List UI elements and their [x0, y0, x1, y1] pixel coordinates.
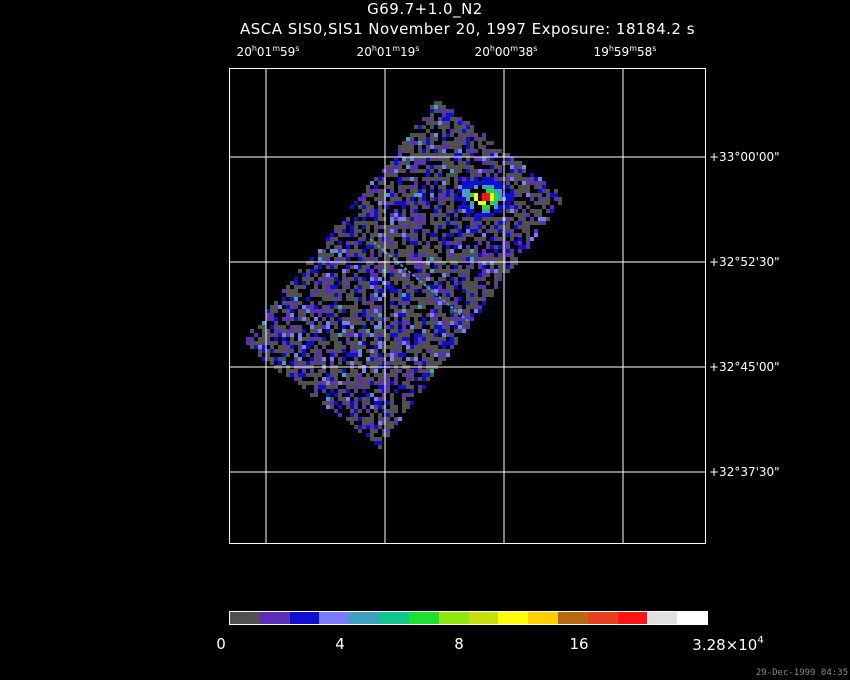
colorbar-label: 8: [454, 635, 464, 653]
image-title: G69.7+1.0_N2: [367, 0, 483, 18]
colorbar-segment: [408, 612, 439, 624]
image-pixels: [246, 101, 562, 449]
colorbar-segment: [289, 612, 320, 624]
ra-tick-label: 20h01m19s: [356, 44, 420, 59]
dec-tick-label: +32°37'30": [709, 465, 780, 479]
ra-tick-label: 20h00m38s: [474, 44, 538, 59]
colorbar-label: 16: [569, 635, 589, 653]
colorbar-segment: [349, 612, 380, 624]
colorbar-segment: [647, 612, 678, 624]
image-streak: [369, 238, 469, 322]
colorbar-segment: [677, 612, 707, 624]
colorbar-segment: [617, 612, 648, 624]
colorbar-segment: [438, 612, 469, 624]
colorbar-segment: [230, 612, 260, 624]
colorbar-segment: [319, 612, 350, 624]
colorbar-segment: [468, 612, 499, 624]
dec-tick-label: +32°45'00": [709, 360, 780, 374]
dec-tick-label: +32°52'30": [709, 255, 780, 269]
colorbar-segment: [498, 612, 529, 624]
image-frame: [229, 68, 706, 544]
colorbar-max-label: 3.28×104: [692, 635, 764, 654]
colorbar-segment: [259, 612, 290, 624]
ra-tick-label: 20h01m59s: [236, 44, 300, 59]
dec-tick-label: +33°00'00": [709, 150, 780, 164]
colorbar-label: 0: [216, 635, 226, 653]
colorbar-segment: [528, 612, 558, 624]
colorbar-label: 4: [335, 635, 345, 653]
colorbar-segment: [587, 612, 618, 624]
xray-image: [230, 69, 705, 543]
image-subtitle: ASCA SIS0,SIS1 November 20, 1997 Exposur…: [239, 20, 696, 38]
colorbar-segment: [379, 612, 409, 624]
timestamp: 29-Dec-1999 04:35: [755, 668, 848, 678]
ra-tick-label: 19h59m58s: [593, 44, 657, 59]
colorbar-segment: [557, 612, 588, 624]
colorbar: [229, 611, 708, 625]
